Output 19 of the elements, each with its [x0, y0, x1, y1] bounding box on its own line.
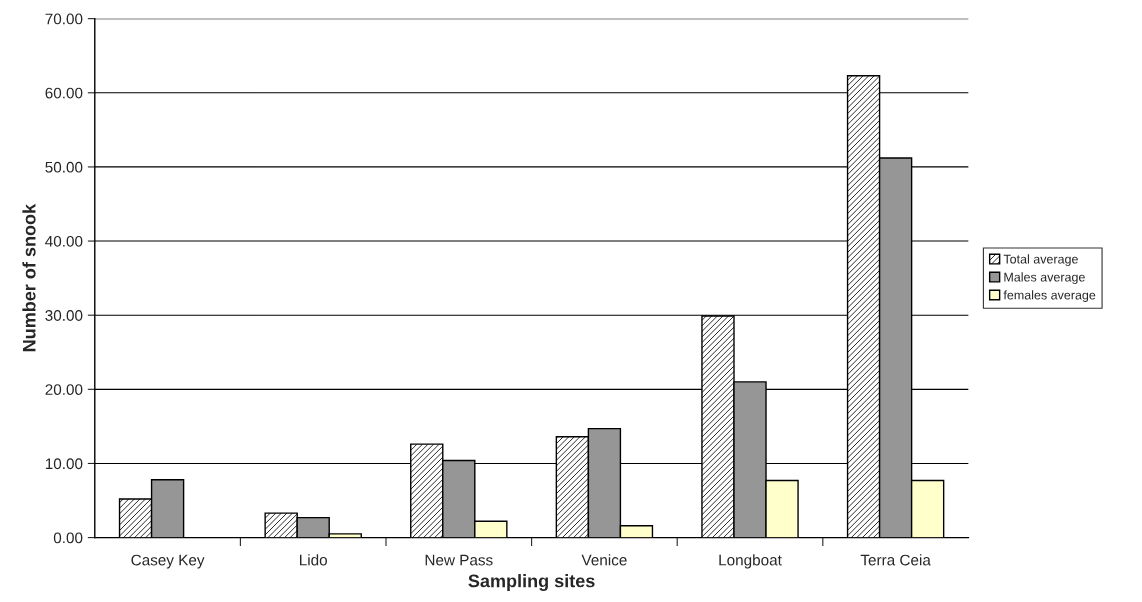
x-tick-label: Lido — [300, 554, 327, 566]
y-tick-label: 60.00 — [45, 87, 83, 99]
y-tick-label: 20.00 — [45, 384, 83, 396]
y-tick-label: 10.00 — [45, 458, 83, 470]
y-tick-label: 50.00 — [45, 161, 83, 173]
x-tick-label: Venice — [581, 554, 627, 566]
x-tick-label: Longboat — [719, 554, 782, 569]
y-axis-title: Number of snook — [22, 203, 36, 352]
legend-label: Total average — [1003, 254, 1078, 267]
x-axis-title: Sampling sites — [468, 574, 595, 591]
y-tick-label: 70.00 — [45, 13, 83, 25]
y-tick-label: 40.00 — [45, 235, 83, 247]
x-tick-label: New Pass — [425, 554, 493, 566]
x-tick-label: Casey Key — [131, 554, 205, 569]
y-tick-label: 0.00 — [53, 532, 83, 544]
legend-label: Males average — [1004, 272, 1085, 284]
x-tick-label: Terra Ceia — [860, 554, 931, 566]
legend-label: females average — [1003, 290, 1096, 302]
y-tick-label: 30.00 — [45, 310, 83, 321]
